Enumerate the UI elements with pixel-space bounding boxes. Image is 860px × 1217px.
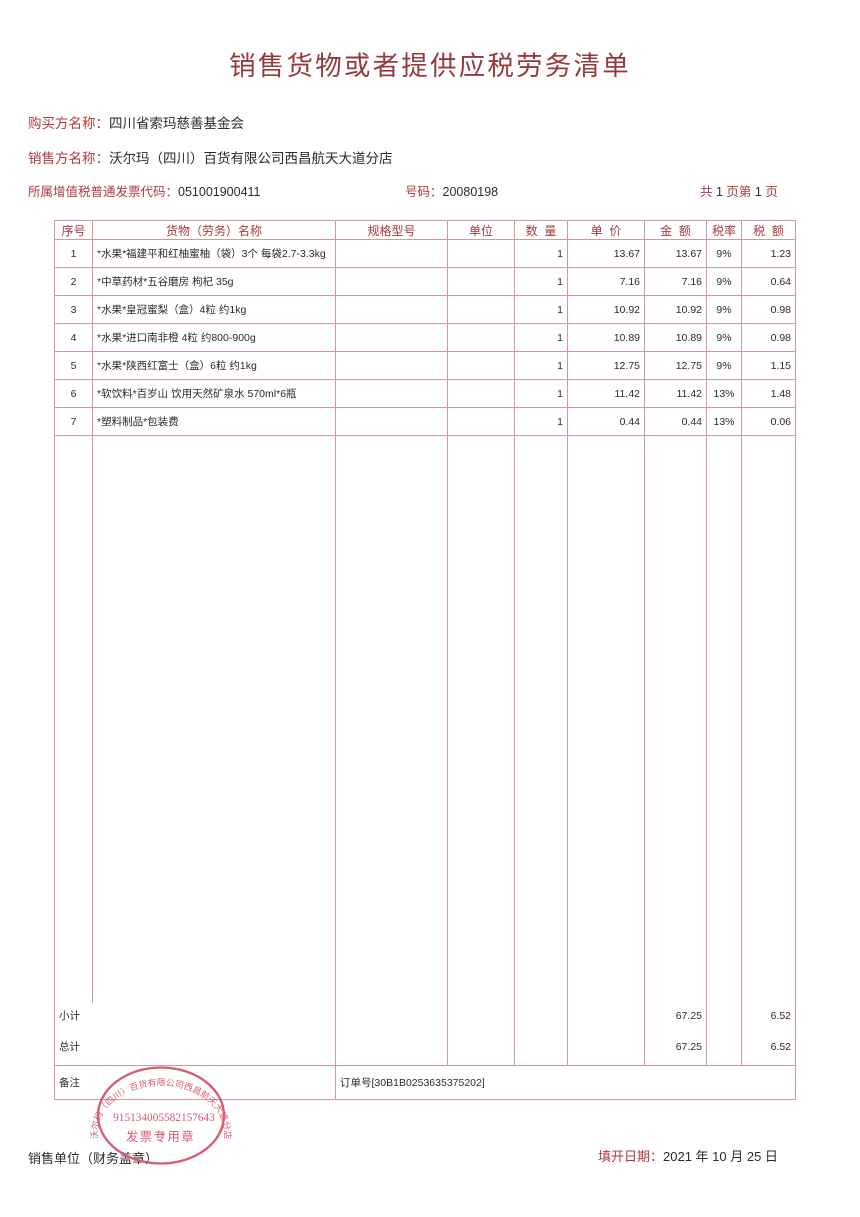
svg-text:发票专用章: 发票专用章	[126, 1129, 195, 1144]
svg-text:915134005582157643: 915134005582157643	[113, 1112, 215, 1124]
